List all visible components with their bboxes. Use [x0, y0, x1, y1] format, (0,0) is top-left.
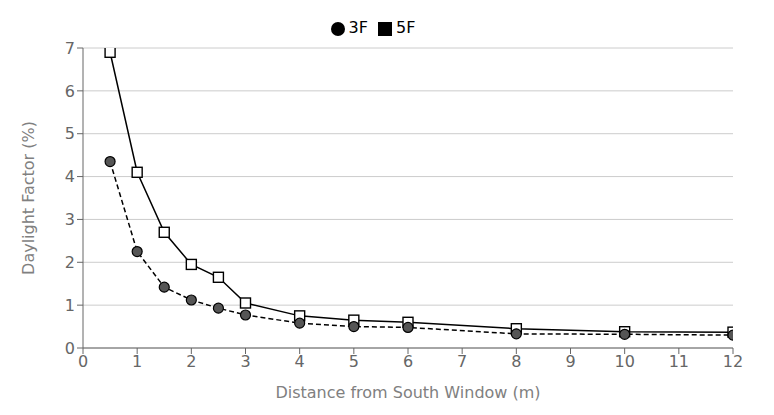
svg-text:2: 2 — [186, 352, 196, 371]
svg-text:1: 1 — [132, 352, 142, 371]
svg-text:10: 10 — [614, 352, 634, 371]
svg-text:6: 6 — [403, 352, 413, 371]
svg-text:0: 0 — [78, 352, 88, 371]
svg-text:Distance from South Window (m): Distance from South Window (m) — [275, 383, 540, 402]
svg-text:3: 3 — [65, 210, 75, 229]
svg-text:2: 2 — [65, 253, 75, 272]
svg-text:5: 5 — [65, 124, 75, 143]
svg-text:4: 4 — [295, 352, 305, 371]
html-text:5F: 5F — [396, 18, 416, 37]
svg-text:4: 4 — [65, 167, 75, 186]
svg-text:11: 11 — [669, 352, 689, 371]
svg-text:1: 1 — [65, 296, 75, 315]
svg-text:5: 5 — [349, 352, 359, 371]
svg-text:7: 7 — [65, 39, 75, 58]
svg-text:12: 12 — [723, 352, 743, 371]
svg-text:8: 8 — [511, 352, 521, 371]
svg-text:3: 3 — [240, 352, 250, 371]
svg-text:6: 6 — [65, 82, 75, 101]
html-text:3F: 3F — [348, 18, 368, 37]
svg-text:7: 7 — [457, 352, 467, 371]
svg-text:0: 0 — [65, 339, 75, 358]
svg-text:9: 9 — [565, 352, 575, 371]
svg-text:Daylight Factor (%): Daylight Factor (%) — [19, 121, 38, 275]
